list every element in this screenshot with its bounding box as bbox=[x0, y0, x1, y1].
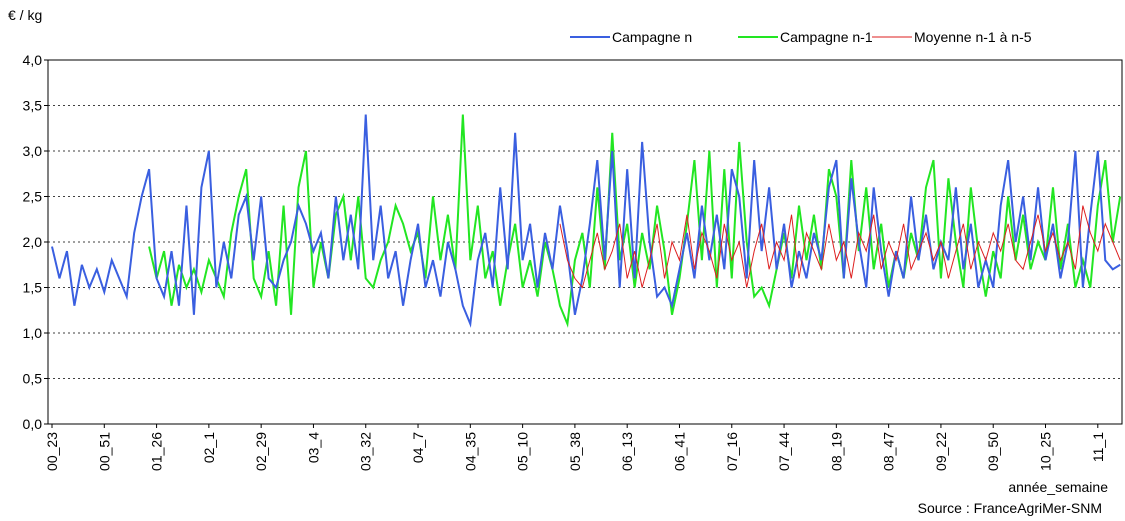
y-tick-label: 2,5 bbox=[23, 189, 43, 205]
y-tick-label: 1,5 bbox=[23, 280, 43, 296]
y-tick-label: 0,0 bbox=[23, 416, 43, 432]
x-axis-label: année_semaine bbox=[1008, 479, 1108, 495]
x-tick-label: 09_50 bbox=[985, 432, 1001, 471]
x-tick-label: 08_47 bbox=[881, 432, 897, 471]
x-tick-label: 10_25 bbox=[1038, 432, 1054, 471]
legend-label: Campagne n bbox=[612, 29, 692, 45]
y-tick-label: 0,5 bbox=[23, 371, 43, 387]
x-tick-label: 02_1 bbox=[201, 432, 217, 463]
x-tick-label: 05_38 bbox=[567, 432, 583, 471]
x-tick-label: 04_7 bbox=[410, 432, 426, 463]
x-tick-label: 06_41 bbox=[671, 432, 687, 471]
x-tick-label: 05_10 bbox=[515, 432, 531, 471]
series-line bbox=[559, 205, 1121, 289]
x-tick-label: 04_35 bbox=[462, 432, 478, 471]
x-tick-label: 03_32 bbox=[358, 432, 374, 471]
y-tick-label: 3,0 bbox=[23, 143, 43, 159]
x-tick-label: 00_51 bbox=[96, 432, 112, 471]
x-tick-label: 02_29 bbox=[253, 432, 269, 471]
x-tick-label: 07_16 bbox=[724, 432, 740, 471]
legend-label: Moyenne n-1 à n-5 bbox=[914, 29, 1032, 45]
y-axis-label: € / kg bbox=[8, 7, 42, 23]
legend-label: Campagne n-1 bbox=[780, 29, 873, 45]
x-tick-label: 07_44 bbox=[776, 432, 792, 471]
x-tick-label: 00_23 bbox=[44, 432, 60, 471]
x-tick-label: 06_13 bbox=[619, 432, 635, 471]
x-tick-label: 01_26 bbox=[149, 432, 165, 471]
x-tick-label: 08_19 bbox=[828, 432, 844, 471]
y-tick-label: 3,5 bbox=[23, 98, 43, 114]
plot-frame bbox=[47, 59, 1123, 425]
x-tick-label: 03_4 bbox=[305, 432, 321, 463]
x-tick-label: 11_1 bbox=[1090, 432, 1106, 462]
x-tick-label: 09_22 bbox=[933, 432, 949, 471]
series-line bbox=[51, 114, 1121, 328]
y-tick-label: 2,0 bbox=[23, 234, 43, 250]
source: Source : FranceAgriMer-SNM bbox=[918, 500, 1102, 516]
y-tick-label: 4,0 bbox=[23, 52, 43, 68]
y-tick-label: 1,0 bbox=[23, 325, 43, 341]
